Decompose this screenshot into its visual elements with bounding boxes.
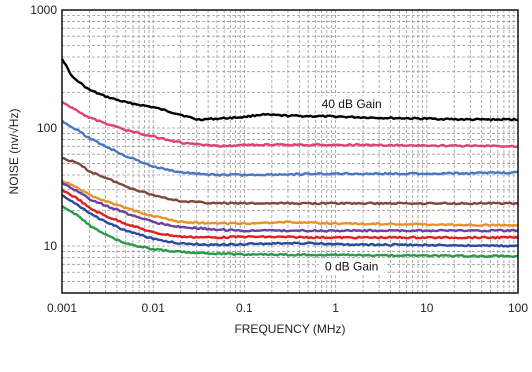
y-tick-label: 1000 <box>30 3 57 17</box>
y-axis-title: NOISE (nv/√Hz) <box>7 109 21 195</box>
annotations: 40 dB Gain 0 dB Gain <box>315 96 388 274</box>
annotation-background <box>318 258 385 274</box>
series-line-7 <box>61 188 519 240</box>
x-tick-label: 10 <box>420 301 434 315</box>
x-tick-label: 0.01 <box>142 301 166 315</box>
tick-labels: 0.001 0.01 0.1 1 10 100 10 100 1000 <box>30 3 528 315</box>
plot-frame <box>61 9 519 294</box>
series-line-5 <box>61 179 519 228</box>
x-tick-label: 1 <box>332 301 339 315</box>
x-tick-label: 0.1 <box>236 301 253 315</box>
y-tick-label: 10 <box>44 239 58 253</box>
annotation-background <box>315 96 388 112</box>
series-line-4 <box>61 156 519 206</box>
series-line-8 <box>61 194 519 248</box>
y-tick-label: 100 <box>37 121 57 135</box>
series-line-3 <box>61 119 518 177</box>
series-line-9 <box>61 204 519 258</box>
series-line-1 <box>60 58 519 122</box>
annotation-label: 40 dB Gain <box>322 97 382 111</box>
x-tick-label: 100 <box>508 301 528 315</box>
series-layer <box>60 58 519 258</box>
x-tick-label: 0.001 <box>47 301 77 315</box>
annotation-label: 0 dB Gain <box>325 260 378 274</box>
series-line-2 <box>61 100 519 149</box>
x-axis-title: FREQUENCY (MHz) <box>234 322 345 336</box>
series-line-6 <box>61 181 519 233</box>
